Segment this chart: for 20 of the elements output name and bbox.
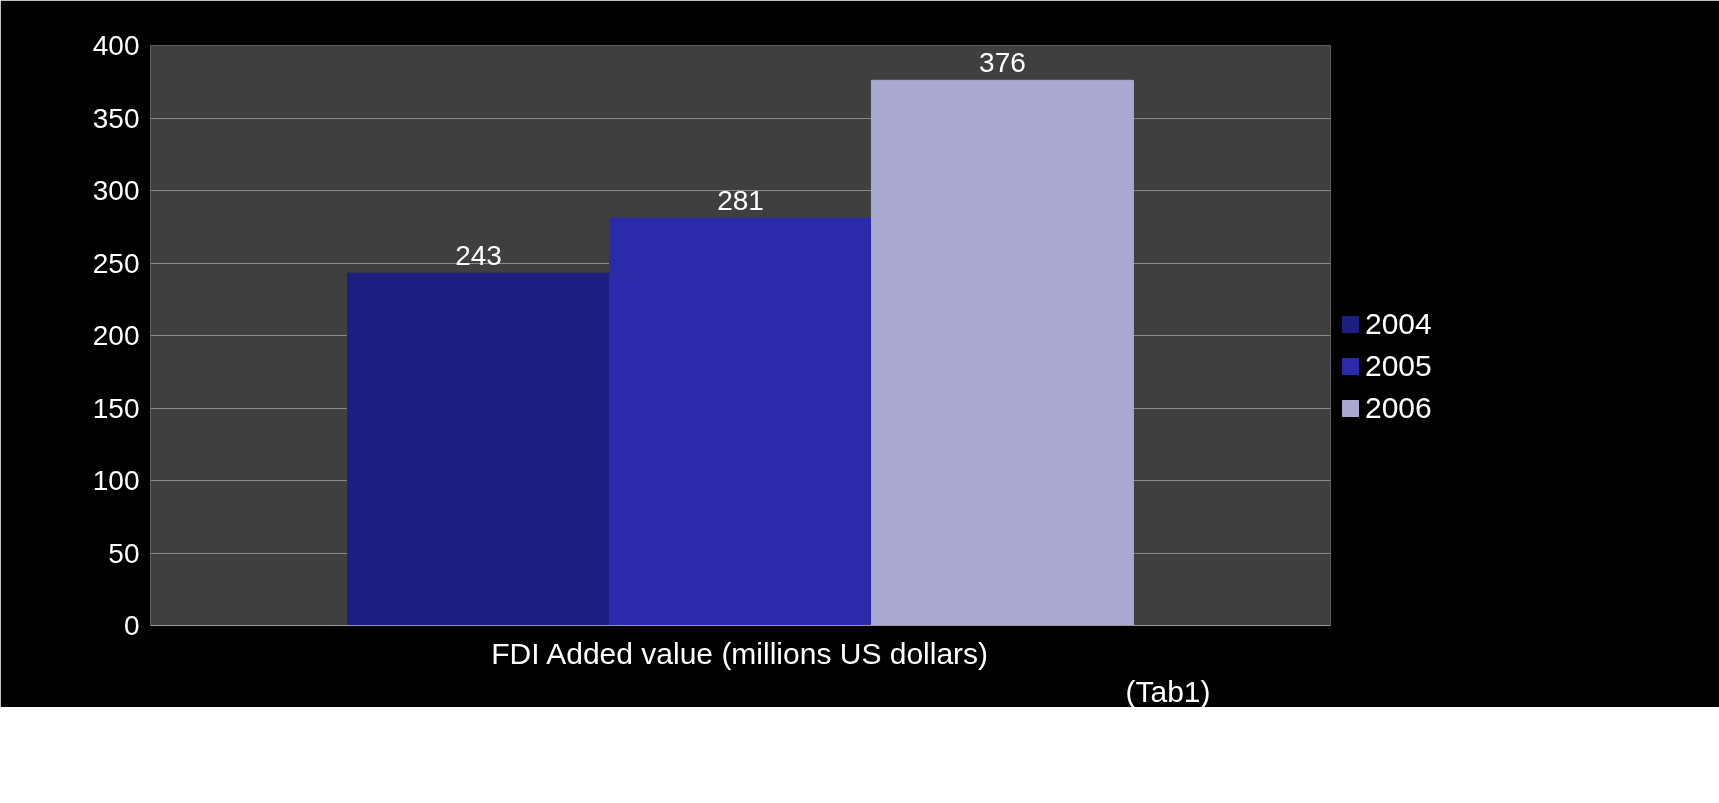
legend-label: 2004	[1365, 307, 1432, 341]
data-label: 376	[979, 47, 1026, 79]
legend-label: 2006	[1365, 391, 1432, 425]
y-tick-label: 250	[92, 247, 140, 279]
bar	[609, 217, 872, 626]
y-tick-label: 0	[123, 610, 140, 641]
bar	[870, 79, 1134, 626]
data-label: 243	[455, 240, 502, 272]
y-tick-label: 200	[92, 320, 140, 351]
bar	[347, 272, 611, 626]
y-tick-label: 150	[92, 392, 140, 424]
text: (Tab1)	[1125, 674, 1211, 708]
legend-label: 2005	[1365, 349, 1432, 383]
y-tick-label: 100	[92, 465, 140, 496]
y-tick-label: 300	[92, 175, 140, 206]
y-tick-label: 350	[92, 102, 140, 134]
data-label: 281	[717, 185, 764, 217]
y-tick-label: 50	[108, 537, 140, 569]
x-axis-title: FDI Added value (millions US dollars)	[491, 636, 989, 670]
y-tick-label: 400	[92, 30, 140, 61]
